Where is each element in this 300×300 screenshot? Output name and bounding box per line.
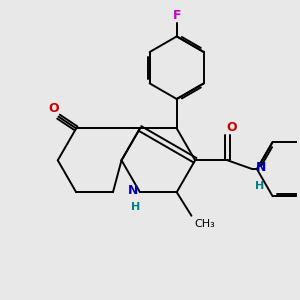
Text: F: F bbox=[172, 9, 181, 22]
Text: CH₃: CH₃ bbox=[194, 219, 215, 229]
Text: H: H bbox=[131, 202, 140, 212]
Text: N: N bbox=[128, 184, 138, 197]
Text: N: N bbox=[256, 161, 266, 174]
Text: H: H bbox=[255, 181, 265, 191]
Text: O: O bbox=[226, 121, 237, 134]
Text: O: O bbox=[49, 102, 59, 115]
